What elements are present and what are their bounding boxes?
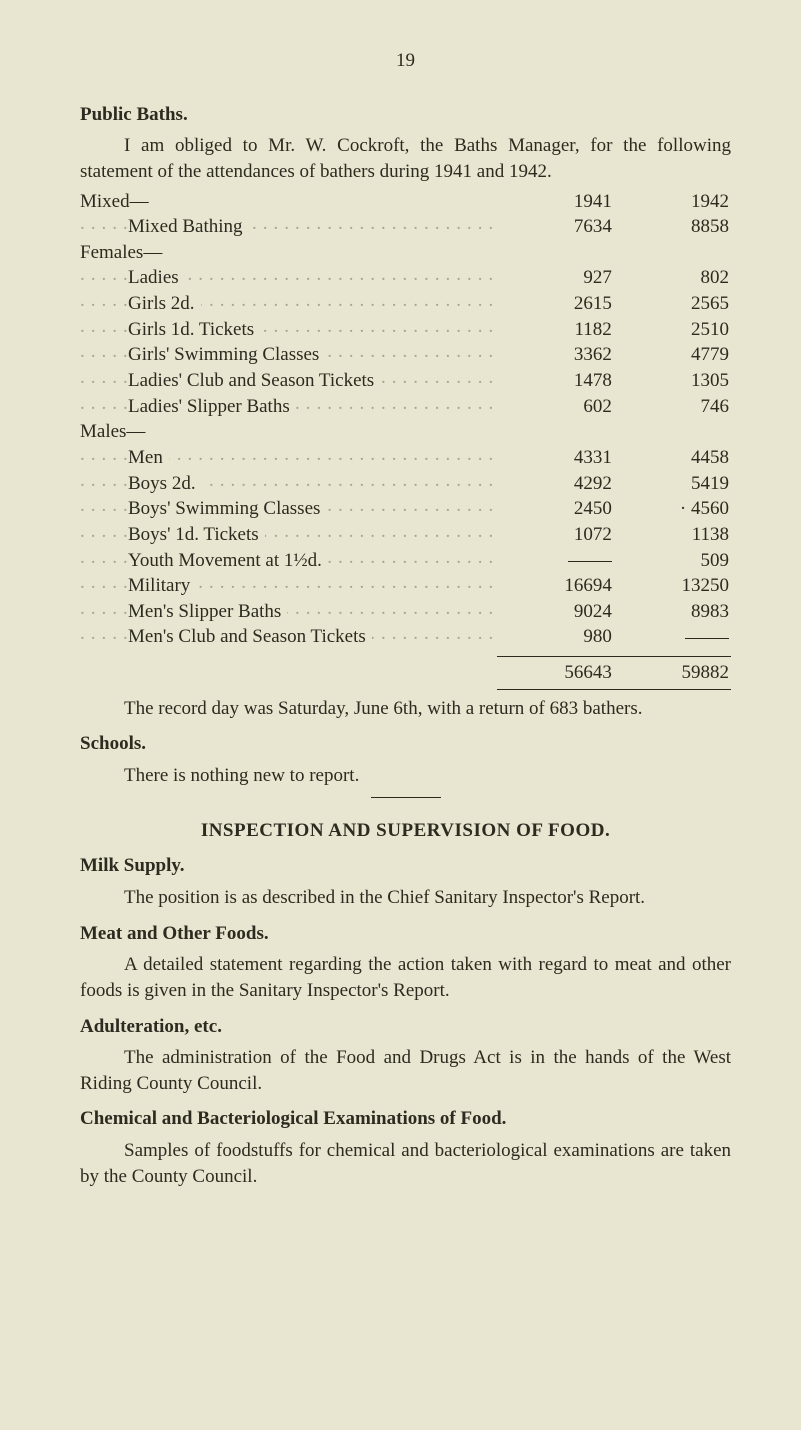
table-row: Girls 1d. Tickets 1182 2510 bbox=[80, 317, 731, 343]
row-val-b: · 4560 bbox=[614, 496, 731, 522]
table-row: Boys' 1d. Tickets 1072 1138 bbox=[80, 522, 731, 548]
row-val-b: 2565 bbox=[614, 291, 731, 317]
row-label: Men's Slipper Baths bbox=[128, 601, 287, 622]
page: 19 Public Baths. I am obliged to Mr. W. … bbox=[0, 0, 801, 1430]
table-row: Girls 2d. 2615 2565 bbox=[80, 291, 731, 317]
record-day-text: The record day was Saturday, June 6th, w… bbox=[80, 696, 731, 722]
table-row: Men's Slipper Baths 9024 8983 bbox=[80, 599, 731, 625]
row-label: Ladies' Club and Season Tickets bbox=[128, 370, 380, 391]
row-val-a: 9024 bbox=[497, 599, 614, 625]
row-label: Girls 2d. bbox=[128, 293, 201, 314]
milk-text: The position is as described in the Chie… bbox=[80, 885, 731, 911]
row-val-a: 1478 bbox=[497, 368, 614, 394]
row-val-b: 5419 bbox=[614, 471, 731, 497]
row-val-b: 13250 bbox=[614, 573, 731, 599]
chem-heading: Chemical and Bacteriological Examination… bbox=[80, 1106, 731, 1132]
row-val-b: 746 bbox=[614, 394, 731, 420]
row-val-b: 802 bbox=[614, 265, 731, 291]
table-row: Girls' Swimming Classes 3362 4779 bbox=[80, 342, 731, 368]
adulteration-text: The administration of the Food and Drugs… bbox=[80, 1045, 731, 1096]
baths-table: Mixed— 1941 1942 Mixed Bathing 7634 8858… bbox=[80, 189, 731, 696]
row-val-a: 2450 bbox=[497, 496, 614, 522]
row-val-b: 4779 bbox=[614, 342, 731, 368]
row-val-b: 509 bbox=[614, 548, 731, 574]
row-label: Girls' Swimming Classes bbox=[128, 344, 325, 365]
table-row: Mixed Bathing 7634 8858 bbox=[80, 214, 731, 240]
row-val-b: 1138 bbox=[614, 522, 731, 548]
row-label: Boys 2d. bbox=[128, 473, 202, 494]
table-row: Mixed— 1941 1942 bbox=[80, 189, 731, 215]
row-label: Youth Movement at 1½d. bbox=[128, 550, 328, 571]
row-val-a: 980 bbox=[497, 624, 614, 650]
group-females-label: Females— bbox=[80, 240, 497, 266]
table-row: Boys 2d. 4292 5419 bbox=[80, 471, 731, 497]
row-label: Military bbox=[128, 575, 196, 596]
row-val-a: 602 bbox=[497, 394, 614, 420]
total-a: 56643 bbox=[497, 657, 614, 690]
totals-row: 56643 59882 bbox=[80, 657, 731, 690]
meat-text: A detailed statement regarding the actio… bbox=[80, 952, 731, 1003]
divider-icon bbox=[371, 797, 441, 798]
schools-heading: Schools. bbox=[80, 731, 731, 757]
year-a-header: 1941 bbox=[497, 189, 614, 215]
table-row: Ladies' Slipper Baths 602 746 bbox=[80, 394, 731, 420]
row-val-b: 8983 bbox=[614, 599, 731, 625]
row-val-b: 2510 bbox=[614, 317, 731, 343]
table-row: Men's Club and Season Tickets 980 bbox=[80, 624, 731, 650]
adulteration-heading: Adulteration, etc. bbox=[80, 1014, 731, 1040]
row-val-a: 1182 bbox=[497, 317, 614, 343]
emdash-icon bbox=[568, 561, 612, 562]
row-val-b: 1305 bbox=[614, 368, 731, 394]
row-val-a: 927 bbox=[497, 265, 614, 291]
table-row: Ladies 927 802 bbox=[80, 265, 731, 291]
row-val-a bbox=[497, 548, 614, 574]
group-mixed-label: Mixed— bbox=[80, 189, 497, 215]
row-label: Girls 1d. Tickets bbox=[128, 319, 260, 340]
chem-text: Samples of foodstuffs for chemical and b… bbox=[80, 1138, 731, 1189]
row-val-a: 7634 bbox=[497, 214, 614, 240]
table-row: Females— bbox=[80, 240, 731, 266]
row-val-a: 4292 bbox=[497, 471, 614, 497]
inspection-title: INSPECTION AND SUPERVISION OF FOOD. bbox=[80, 818, 731, 844]
row-label: Boys' Swimming Classes bbox=[128, 498, 326, 519]
total-b: 59882 bbox=[614, 657, 731, 690]
milk-heading: Milk Supply. bbox=[80, 853, 731, 879]
table-row: Ladies' Club and Season Tickets 1478 130… bbox=[80, 368, 731, 394]
row-val-a: 16694 bbox=[497, 573, 614, 599]
row-val-a: 3362 bbox=[497, 342, 614, 368]
group-males-label: Males— bbox=[80, 419, 497, 445]
table-row: Youth Movement at 1½d. 509 bbox=[80, 548, 731, 574]
meat-heading: Meat and Other Foods. bbox=[80, 921, 731, 947]
row-val-a: 2615 bbox=[497, 291, 614, 317]
row-label: Men's Club and Season Tickets bbox=[128, 626, 372, 647]
row-label: Ladies' Slipper Baths bbox=[128, 396, 296, 417]
table-row: Men 4331 4458 bbox=[80, 445, 731, 471]
table-row: Military 16694 13250 bbox=[80, 573, 731, 599]
emdash-icon bbox=[685, 638, 729, 639]
row-label: Ladies bbox=[128, 267, 185, 288]
public-baths-intro: I am obliged to Mr. W. Cockroft, the Bat… bbox=[80, 133, 731, 184]
row-label: Boys' 1d. Tickets bbox=[128, 524, 265, 545]
table-row: Males— bbox=[80, 419, 731, 445]
year-b-header: 1942 bbox=[614, 189, 731, 215]
table-row: Boys' Swimming Classes 2450 · 4560 bbox=[80, 496, 731, 522]
row-label: Men bbox=[128, 447, 169, 468]
page-number: 19 bbox=[80, 48, 731, 74]
schools-text: There is nothing new to report. bbox=[80, 763, 731, 789]
public-baths-heading: Public Baths. bbox=[80, 102, 731, 128]
row-val-a: 1072 bbox=[497, 522, 614, 548]
row-val-b: 4458 bbox=[614, 445, 731, 471]
row-val-a: 4331 bbox=[497, 445, 614, 471]
row-val-b bbox=[614, 624, 731, 650]
row-val-b: 8858 bbox=[614, 214, 731, 240]
row-label: Mixed Bathing bbox=[128, 216, 249, 237]
